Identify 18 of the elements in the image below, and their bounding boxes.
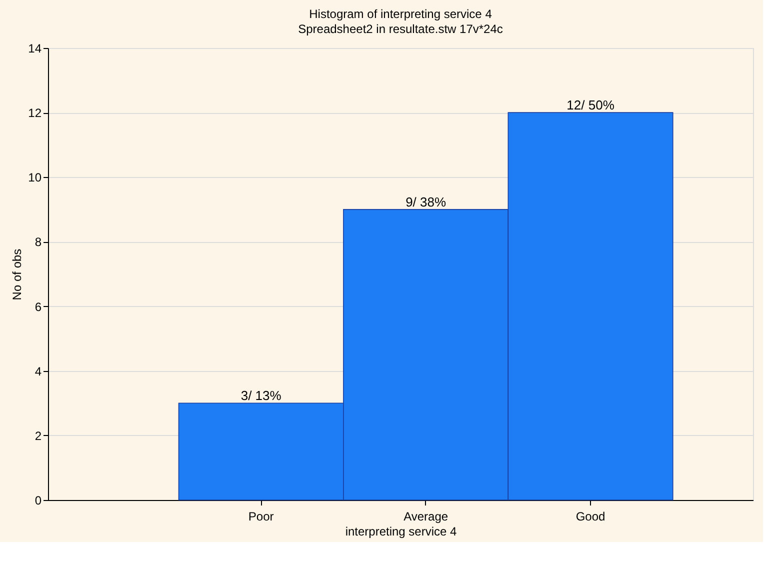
y-tick-label: 0 bbox=[34, 494, 42, 508]
chart-subtitle: Spreadsheet2 in resultate.stw 17v*24c bbox=[298, 22, 503, 36]
y-tick-label: 8 bbox=[34, 235, 42, 250]
data-label: 3/ 13% bbox=[240, 388, 282, 404]
y-tick-label: 6 bbox=[34, 300, 42, 314]
x-axis-title: interpreting service 4 bbox=[345, 524, 458, 538]
chart-title: Histogram of interpreting service 4 bbox=[309, 7, 492, 21]
data-label: 9/ 38% bbox=[406, 194, 446, 210]
y-tick-label: 4 bbox=[34, 364, 42, 378]
y-axis-title: No of obs bbox=[10, 248, 24, 300]
y-tick-label: 14 bbox=[28, 42, 42, 56]
y-tick-label: 10 bbox=[28, 170, 42, 185]
y-tick-label: 2 bbox=[34, 428, 42, 443]
x-tick-label: Poor bbox=[248, 510, 274, 524]
data-label: 12/ 50% bbox=[566, 98, 615, 113]
x-tick-label: Good bbox=[576, 510, 606, 524]
y-tick-label: 12 bbox=[28, 106, 42, 120]
x-tick-label: Average bbox=[404, 510, 448, 524]
